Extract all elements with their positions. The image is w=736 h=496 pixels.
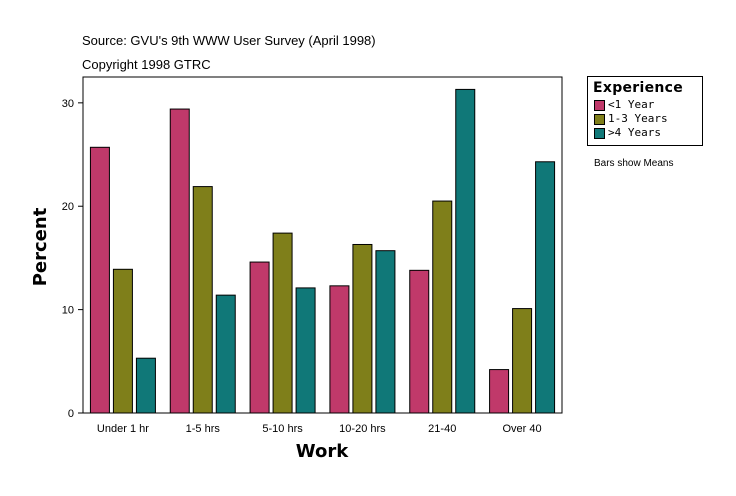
x-tick-label: 10-20 hrs bbox=[339, 423, 386, 435]
chart-source: Source: GVU's 9th WWW User Survey (April… bbox=[82, 33, 376, 48]
legend-swatch bbox=[594, 100, 605, 111]
y-axis-title: Percent bbox=[30, 207, 51, 286]
bar bbox=[432, 200, 453, 414]
x-tick-label: 5-10 hrs bbox=[262, 423, 303, 435]
bar bbox=[375, 250, 396, 414]
bar bbox=[135, 357, 156, 414]
bar bbox=[329, 285, 350, 414]
bar bbox=[112, 268, 133, 414]
y-tick-label: 10 bbox=[62, 305, 74, 317]
bar bbox=[455, 88, 476, 414]
bar bbox=[249, 261, 270, 414]
bar bbox=[535, 161, 556, 414]
chart-copyright: Copyright 1998 GTRC bbox=[82, 57, 211, 72]
x-axis: Under 1 hr 1-5 hrs 5-10 hrs 10-20 hrs 21-40 O… bbox=[97, 423, 542, 435]
x-tick-label: 1-5 hrs bbox=[186, 423, 221, 435]
bar bbox=[272, 232, 293, 414]
y-tick-label: 30 bbox=[62, 98, 74, 110]
bar bbox=[512, 308, 533, 414]
legend-swatch bbox=[594, 114, 605, 125]
chart-note: Bars show Means bbox=[594, 158, 674, 169]
bar bbox=[489, 369, 510, 414]
plot-frame bbox=[82, 76, 563, 414]
x-tick-label: 21-40 bbox=[428, 423, 456, 435]
bar bbox=[89, 146, 110, 414]
y-axis: 0 10 20 30 bbox=[62, 98, 83, 420]
legend-label: <1 Year bbox=[608, 98, 655, 111]
bar bbox=[409, 269, 430, 414]
bar bbox=[352, 243, 373, 414]
x-tick-label: Under 1 hr bbox=[97, 423, 149, 435]
bar bbox=[169, 108, 190, 414]
legend-title: Experience bbox=[593, 80, 684, 96]
bar bbox=[192, 186, 213, 414]
x-axis-title: Work bbox=[296, 441, 349, 462]
bar-series bbox=[89, 88, 556, 414]
x-tick-label: Over 40 bbox=[503, 423, 542, 435]
legend-label: 1-3 Years bbox=[608, 112, 668, 125]
bar bbox=[215, 294, 236, 414]
legend-swatch bbox=[594, 128, 605, 139]
legend-label: >4 Years bbox=[608, 126, 661, 139]
y-tick-label: 20 bbox=[62, 201, 74, 213]
bar bbox=[295, 287, 316, 414]
y-tick-label: 0 bbox=[68, 408, 74, 420]
legend: Experience <1 Year 1-3 Years >4 Years bbox=[587, 76, 703, 146]
